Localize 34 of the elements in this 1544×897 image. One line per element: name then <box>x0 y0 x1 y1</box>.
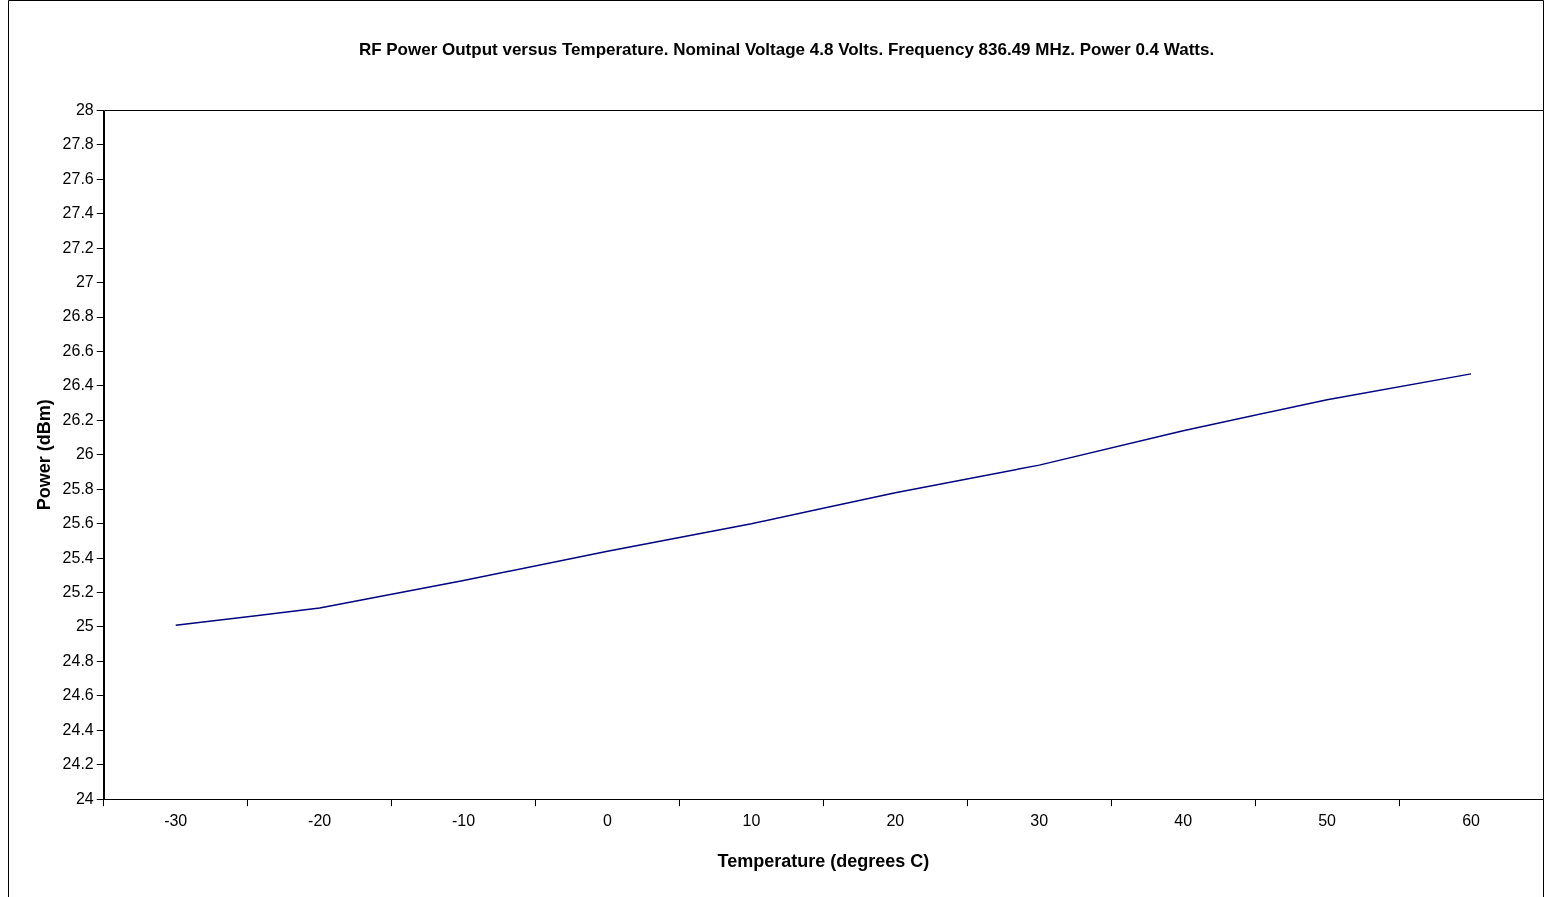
y-tick-label: 25 <box>75 617 94 635</box>
x-tick-label: -10 <box>451 812 476 830</box>
x-tick-label: 50 <box>1318 812 1337 830</box>
y-tick-label: 24.2 <box>62 755 94 773</box>
y-tick-label: 27 <box>75 273 94 291</box>
y-tick-label: 26 <box>75 445 94 463</box>
x-tick-label: 30 <box>1030 812 1049 830</box>
y-tick-label: 25.2 <box>62 582 94 600</box>
x-tick-label: 0 <box>603 812 613 830</box>
y-tick-label: 27.6 <box>62 169 94 187</box>
y-tick-label: 26.2 <box>62 410 94 428</box>
x-tick-label: -20 <box>308 812 332 830</box>
y-tick-label: 28 <box>75 100 94 118</box>
y-tick-label: 27.2 <box>62 238 94 256</box>
y-tick-label: 25.6 <box>62 514 94 532</box>
y-tick-label: 24.8 <box>62 651 94 669</box>
x-tick-label: 20 <box>886 812 905 830</box>
x-tick-label: 10 <box>742 812 761 830</box>
y-tick-label: 25.4 <box>62 548 94 566</box>
y-tick-label: 26.8 <box>62 307 94 325</box>
y-tick-label: 24.4 <box>62 720 94 738</box>
y-tick-label: 26.4 <box>62 376 94 394</box>
y-axis-title: Power (dBm) <box>33 399 54 511</box>
x-tick-label: -30 <box>164 812 188 830</box>
y-tick-label: 24.6 <box>62 686 94 704</box>
y-tick-label: 25.8 <box>62 479 94 497</box>
x-axis-title: Temperature (degrees C) <box>717 851 930 872</box>
x-tick-label: 40 <box>1174 812 1193 830</box>
y-tick-label: 27.8 <box>62 135 94 153</box>
y-tick-label: 24 <box>75 789 94 807</box>
y-tick-label: 27.4 <box>62 204 94 222</box>
x-tick-label: 60 <box>1462 812 1481 830</box>
y-tick-label: 26.6 <box>62 341 94 359</box>
chart-title: RF Power Output versus Temperature. Nominal Voltage 4.8 Volts. Frequency 836.49 MHz. Power 0.4 Watts. <box>358 39 1215 59</box>
